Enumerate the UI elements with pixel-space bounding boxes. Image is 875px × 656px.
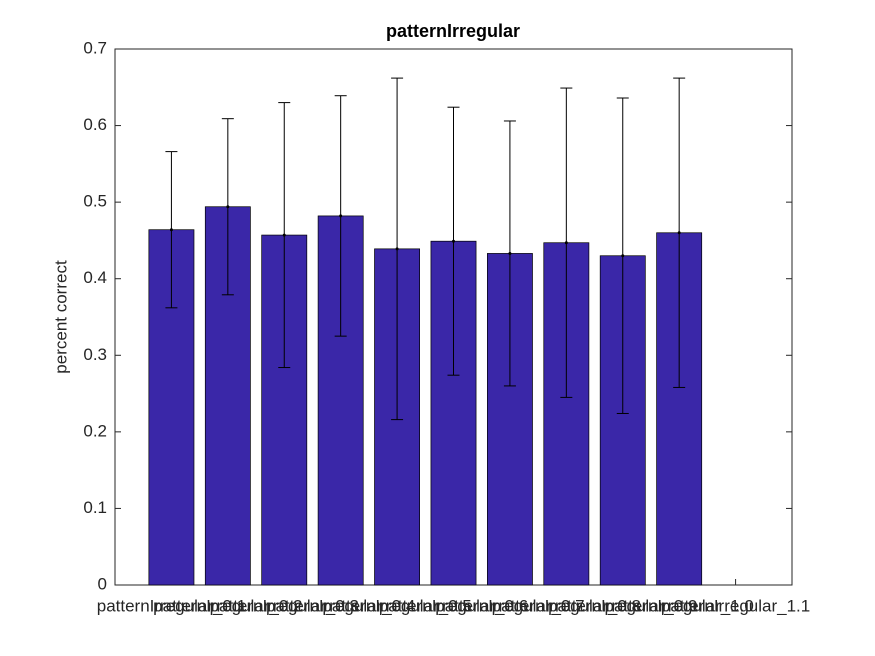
y-tick-label: 0.3: [83, 345, 107, 364]
chart-title: patternIrregular: [386, 21, 520, 41]
y-tick-label: 0.1: [83, 498, 107, 517]
y-tick-label: 0: [98, 574, 107, 593]
y-tick-label: 0.7: [83, 38, 107, 57]
x-tick-label: patternIrregular_0.4: [266, 596, 415, 615]
error-center: [677, 231, 681, 235]
error-center: [226, 205, 230, 209]
x-tick-label: patternIrregular_0.6: [379, 596, 528, 615]
x-tick-label: patternIrregular_0.5: [322, 596, 471, 615]
x-tick-label: patternIrregular_0.8: [492, 596, 641, 615]
x-tick-label: patternIrregular_0.7: [435, 596, 584, 615]
x-tick-label: patternIrregular_0.9: [548, 596, 697, 615]
y-tick-label: 0.4: [83, 268, 107, 287]
y-tick-label: 0.6: [83, 115, 107, 134]
y-axis-label: percent correct: [51, 260, 70, 374]
y-tick-label: 0.5: [83, 192, 107, 211]
error-center: [621, 254, 625, 258]
x-tick-label: patternIrregular_0.2: [153, 596, 302, 615]
error-center: [508, 251, 512, 255]
error-center: [395, 247, 399, 251]
error-center: [282, 233, 286, 237]
y-tick-label: 0.2: [83, 421, 107, 440]
x-tick-label: patternIrregular_0.1: [97, 596, 246, 615]
error-center: [339, 214, 343, 218]
error-center: [169, 228, 173, 232]
x-tick-label: patternIrregular_1.1: [661, 596, 810, 615]
error-center: [564, 241, 568, 245]
x-tick-label: patternIrregular_1.0: [605, 596, 754, 615]
x-tick-label: patternIrregular_0.3: [210, 596, 359, 615]
error-center: [452, 239, 455, 243]
